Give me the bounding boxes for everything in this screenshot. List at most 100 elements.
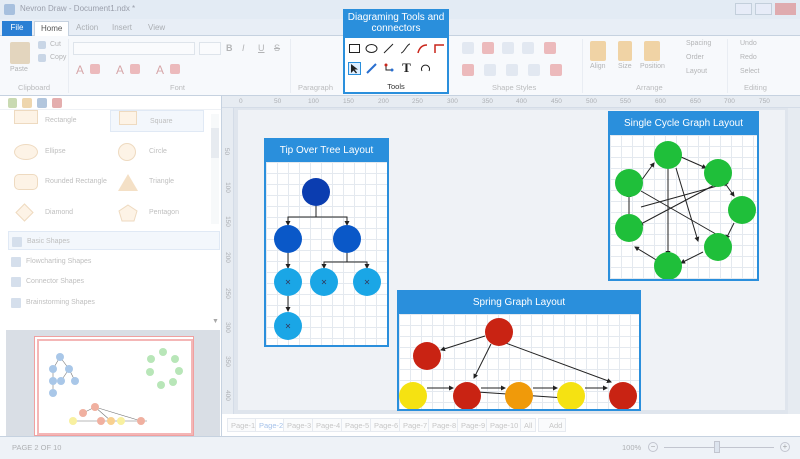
cycle-node[interactable] [654,252,682,279]
undo-button[interactable]: Undo [740,40,757,47]
connection-point-tool-icon[interactable] [383,62,396,75]
page-tab-active[interactable]: Page-2 [255,418,288,432]
ellipse-tool-icon[interactable] [365,42,378,55]
page-tab[interactable]: Page-8 [428,418,461,432]
cycle-node[interactable] [615,214,643,242]
tree-node[interactable] [333,225,361,253]
strikethrough-button[interactable]: S [274,43,281,53]
tab-insert[interactable]: Insert [112,23,133,32]
shape-style-3-icon[interactable] [502,42,514,54]
copy-icon[interactable] [38,54,46,62]
pointer-tool-icon[interactable] [348,62,361,75]
pencil-tool-icon[interactable] [365,62,378,75]
shape-style-2-icon[interactable] [482,42,494,54]
zoom-out-button[interactable]: − [648,442,658,452]
spring-node[interactable] [609,382,637,409]
text-bg-icon[interactable] [170,64,180,74]
spacing-button[interactable]: Spacing [686,40,712,47]
size-button[interactable]: Size [618,63,632,70]
highlight-icon[interactable] [130,64,140,74]
zoom-in-button[interactable]: + [780,442,790,452]
spring-node[interactable] [505,382,533,409]
page-tab[interactable]: Page-9 [457,418,490,432]
shape-style-9-icon[interactable] [528,64,540,76]
page-tab[interactable]: Page-1 [227,418,260,432]
category-basic-shapes[interactable]: Basic Shapes [8,231,220,250]
zoom-slider-thumb[interactable] [714,441,720,453]
layout-button[interactable]: Layout [686,68,708,75]
order-button[interactable]: Order [686,54,704,61]
cut-icon[interactable] [38,41,46,49]
shape-circle[interactable]: Circle [110,141,204,163]
page-tab-all[interactable]: All [520,418,537,432]
shape-rounded-rectangle[interactable]: Rounded Rectangle [6,171,108,193]
category-connector-shapes[interactable]: Connector Shapes [8,272,220,291]
redo-button[interactable]: Redo [740,54,757,61]
page-tab[interactable]: Page-7 [399,418,432,432]
tab-file[interactable]: File [2,21,32,36]
tab-view[interactable]: View [148,23,166,32]
tree-node[interactable] [302,178,330,206]
shape-style-1-icon[interactable] [462,42,474,54]
shape-pentagon[interactable]: Pentagon [110,202,204,224]
spring-node[interactable] [413,342,441,370]
shape-diamond[interactable]: Diamond [6,202,106,224]
font-family-dropdown[interactable] [73,42,195,55]
shape-ellipse[interactable]: Ellipse [6,141,106,163]
italic-button[interactable]: I [242,43,245,53]
underline-button[interactable]: U [258,43,265,53]
connector-tool-icon[interactable] [416,42,429,55]
delete-stencil-icon[interactable] [52,98,62,108]
vertical-scrollbar[interactable] [788,108,800,414]
rotate-tool-icon[interactable] [419,62,432,75]
font-size-dropdown[interactable] [199,42,221,55]
tab-home[interactable]: Home [34,21,70,36]
page-tab[interactable]: Page-3 [283,418,316,432]
spring-node[interactable] [453,382,481,409]
paste-button[interactable]: Paste [10,66,28,73]
position-button[interactable]: Position [640,63,665,70]
size-icon[interactable] [618,41,632,61]
zoom-slider-track[interactable] [664,447,774,448]
paste-icon[interactable] [10,42,30,64]
shape-style-4-icon[interactable] [522,42,534,54]
shape-square[interactable]: Square [110,110,204,132]
fill-color-icon[interactable] [90,64,100,74]
align-icon[interactable] [590,41,606,61]
shape-style-5-icon[interactable] [544,42,556,54]
shape-triangle[interactable]: Triangle [110,171,204,193]
curve-tool-icon[interactable] [399,42,412,55]
select-button[interactable]: Select [740,68,760,75]
font-color-button[interactable]: A [76,63,85,77]
cycle-node[interactable] [704,159,732,187]
save-stencil-icon[interactable] [37,98,47,108]
page-tab[interactable]: Page-5 [341,418,374,432]
copy-button[interactable]: Copy [50,54,67,61]
font-grow-button[interactable]: A [116,63,125,77]
text-effect-button[interactable]: A [156,63,165,77]
text-tool-icon[interactable]: T [402,60,411,75]
tab-action[interactable]: Action [76,23,99,32]
bold-button[interactable]: B [226,43,233,53]
shape-style-8-icon[interactable] [506,64,518,76]
shape-style-10-icon[interactable] [550,64,562,76]
cycle-node[interactable] [704,233,732,261]
page-tab[interactable]: Page-4 [312,418,345,432]
shape-style-7-icon[interactable] [484,64,496,76]
spring-node[interactable] [557,382,585,409]
category-brainstorming-shapes[interactable]: Brainstorming Shapes [8,293,220,312]
shape-rectangle[interactable]: Rectangle [6,110,106,132]
library-scrollbar[interactable] [211,114,219,224]
cycle-node[interactable] [654,141,682,169]
cycle-node[interactable] [615,169,643,197]
cut-button[interactable]: Cut [50,41,61,48]
pan-zoom-preview[interactable] [6,330,220,436]
open-stencil-icon[interactable] [22,98,32,108]
page-tab[interactable]: Page-10 [486,418,523,432]
spring-node[interactable] [485,318,513,346]
shape-style-6-icon[interactable] [462,64,474,76]
new-stencil-icon[interactable] [8,98,17,108]
maximize-button[interactable] [755,3,772,15]
line-tool-icon[interactable] [382,42,395,55]
spring-node[interactable] [399,382,427,409]
